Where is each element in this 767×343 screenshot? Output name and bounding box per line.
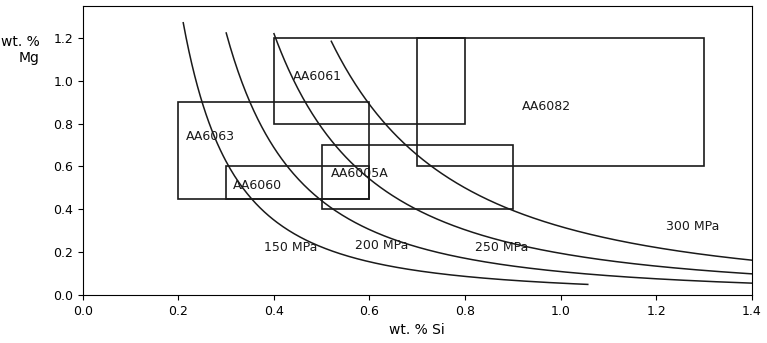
Text: 150 MPa: 150 MPa bbox=[265, 241, 318, 255]
Y-axis label: wt. %
Mg: wt. % Mg bbox=[1, 35, 39, 65]
X-axis label: wt. % Si: wt. % Si bbox=[390, 323, 445, 338]
Text: AA6061: AA6061 bbox=[293, 70, 342, 83]
Text: AA6082: AA6082 bbox=[522, 100, 571, 113]
Text: AA6063: AA6063 bbox=[186, 130, 235, 143]
Text: AA6060: AA6060 bbox=[233, 179, 282, 192]
Text: 250 MPa: 250 MPa bbox=[475, 241, 528, 255]
Text: 200 MPa: 200 MPa bbox=[355, 239, 409, 252]
Text: AA6005A: AA6005A bbox=[331, 167, 389, 180]
Text: 300 MPa: 300 MPa bbox=[666, 220, 719, 233]
